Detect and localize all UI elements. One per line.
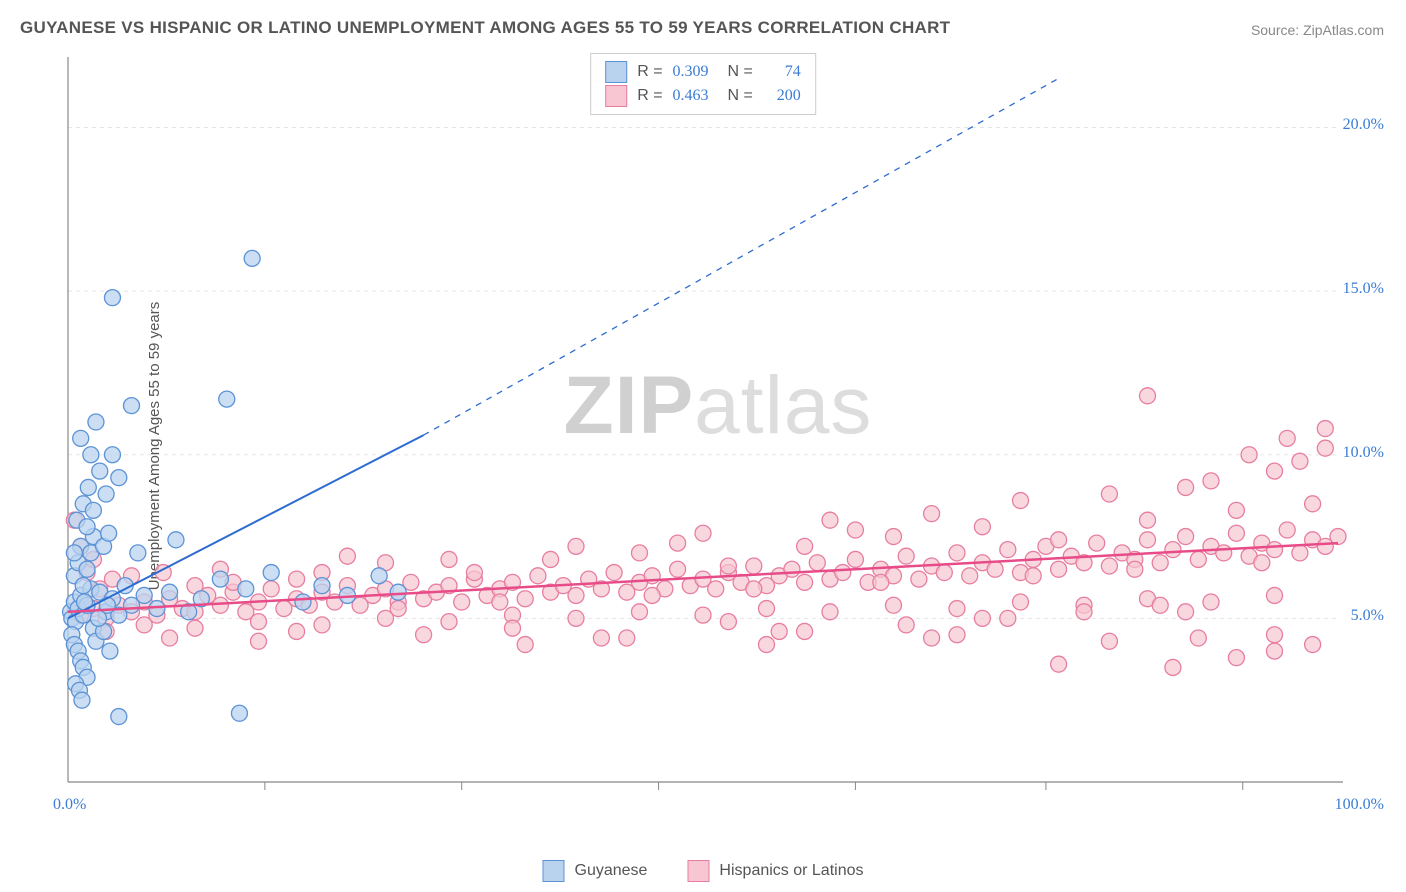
- legend-item-hispanic: Hispanics or Latinos: [687, 860, 863, 882]
- legend-label-hispanic: Hispanics or Latinos: [719, 862, 863, 880]
- y-tick-label: 15.0%: [1343, 280, 1384, 298]
- legend-swatch-2: [605, 85, 627, 107]
- legend-n-label-1: N =: [719, 60, 753, 84]
- source-prefix: Source:: [1251, 22, 1303, 38]
- legend-n-value-1: 74: [763, 60, 801, 84]
- legend-row-hispanic: R = 0.463 N = 200: [605, 84, 801, 108]
- series-legend: Guyanese Hispanics or Latinos: [542, 860, 863, 882]
- correlation-legend: R = 0.309 N = 74 R = 0.463 N = 200: [590, 53, 816, 115]
- legend-item-guyanese: Guyanese: [542, 860, 647, 882]
- legend-swatch-1: [605, 61, 627, 83]
- legend-r-value-2: 0.463: [673, 84, 709, 108]
- legend-r-value-1: 0.309: [673, 60, 709, 84]
- y-tick-label: 20.0%: [1343, 116, 1384, 134]
- y-tick-label: 10.0%: [1343, 444, 1384, 462]
- source-attribution: Source: ZipAtlas.com: [1251, 22, 1384, 38]
- legend-r-label-2: R =: [637, 84, 662, 108]
- legend-label-guyanese: Guyanese: [574, 862, 647, 880]
- source-site: ZipAtlas.com: [1303, 22, 1384, 38]
- chart-title: GUYANESE VS HISPANIC OR LATINO UNEMPLOYM…: [20, 18, 950, 38]
- legend-r-label-1: R =: [637, 60, 662, 84]
- chart-svg: [58, 52, 1378, 822]
- plot-area: ZIPatlas: [58, 52, 1378, 822]
- legend-n-value-2: 200: [763, 84, 801, 108]
- legend-row-guyanese: R = 0.309 N = 74: [605, 60, 801, 84]
- x-tick-label-min: 0.0%: [53, 796, 86, 814]
- legend-swatch-guyanese: [542, 860, 564, 882]
- legend-swatch-hispanic: [687, 860, 709, 882]
- y-tick-label: 5.0%: [1351, 607, 1384, 625]
- legend-n-label-2: N =: [719, 84, 753, 108]
- x-tick-label-max: 100.0%: [1335, 796, 1384, 814]
